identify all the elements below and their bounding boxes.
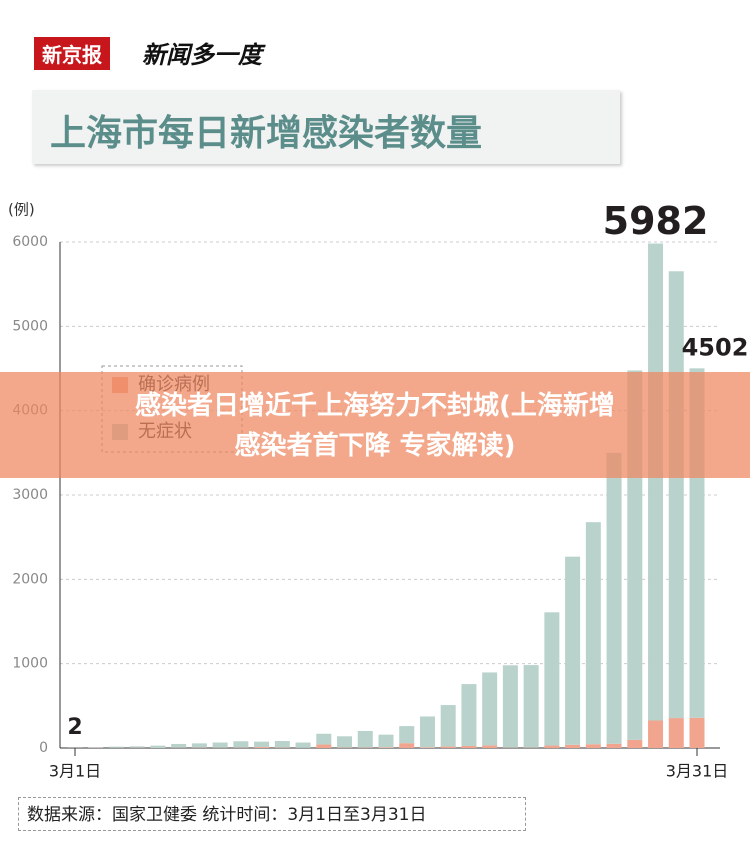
bar-segment xyxy=(668,718,684,748)
x-tick-label: 3月31日 xyxy=(666,762,729,781)
banner-line: 感染者日增近千上海努力不封城(上海新增 xyxy=(135,391,615,421)
bar-segment xyxy=(378,734,394,748)
y-tick-label: 6000 xyxy=(12,234,48,250)
bar-segment xyxy=(440,705,456,747)
bar-segment xyxy=(316,733,332,745)
bar-segment xyxy=(627,739,643,748)
bar-segment xyxy=(316,744,332,748)
bar-segment xyxy=(419,716,435,748)
bar-segment xyxy=(606,452,622,744)
chart-title: 上海市每日新增感染者数量 xyxy=(50,113,483,154)
y-tick-label: 5000 xyxy=(12,318,48,334)
bar-segment xyxy=(212,742,228,748)
bar-segment xyxy=(585,522,601,745)
bar-segment xyxy=(295,742,311,748)
bar-segment xyxy=(337,736,353,748)
bar-segment xyxy=(523,665,539,748)
bar-segment xyxy=(565,744,581,748)
bar-segment xyxy=(357,730,373,748)
bar-segment xyxy=(482,745,498,748)
banner: 感染者日增近千上海努力不封城(上海新增 感染者首下降 专家解读) xyxy=(0,372,750,478)
y-tick-label: 0 xyxy=(39,740,48,756)
y-axis-label: (例) xyxy=(8,201,35,219)
bar-segment xyxy=(171,743,187,748)
y-tick-label: 1000 xyxy=(12,656,48,672)
bar-segment xyxy=(254,741,270,748)
y-tick-label: 3000 xyxy=(12,487,48,503)
bar-segment xyxy=(606,743,622,748)
bar-segment xyxy=(150,745,166,748)
x-tick-label: 3月1日 xyxy=(49,762,101,781)
title-box: 上海市每日新增感染者数量 xyxy=(32,90,620,164)
bar-segment xyxy=(648,720,664,748)
source: 数据来源：国家卫健委 统计时间：3月1日至3月31日 xyxy=(18,797,526,831)
bar-segment xyxy=(274,741,290,748)
bar-segment xyxy=(544,745,560,748)
bar-segment xyxy=(129,746,145,748)
bar-segment xyxy=(419,747,435,748)
bar-segment xyxy=(399,743,415,748)
bar-segment xyxy=(689,717,705,748)
bar-segment xyxy=(233,741,249,748)
bar-segment xyxy=(254,747,270,748)
bar-segment xyxy=(108,746,124,748)
banner-line: 感染者首下降 专家解读) xyxy=(234,431,516,461)
bar-segment xyxy=(502,665,518,748)
bar-segment xyxy=(585,744,601,748)
bar-segment xyxy=(544,612,560,746)
bar-segment xyxy=(482,672,498,746)
bar-segment xyxy=(565,556,581,745)
data-label: 2 xyxy=(67,715,82,740)
slogan: 新闻多一度 xyxy=(142,41,262,69)
data-label: 5982 xyxy=(603,199,709,243)
data-label: 4502 xyxy=(682,333,749,361)
y-tick-label: 2000 xyxy=(12,571,48,587)
bar-segment xyxy=(461,745,477,748)
bar-segment xyxy=(191,743,207,748)
bar-segment xyxy=(399,726,415,744)
bar-segment xyxy=(648,243,664,721)
bar-segment xyxy=(378,747,394,748)
logo: 新京报 xyxy=(34,37,110,70)
bar-segment xyxy=(461,684,477,746)
bar-segment xyxy=(440,746,456,748)
